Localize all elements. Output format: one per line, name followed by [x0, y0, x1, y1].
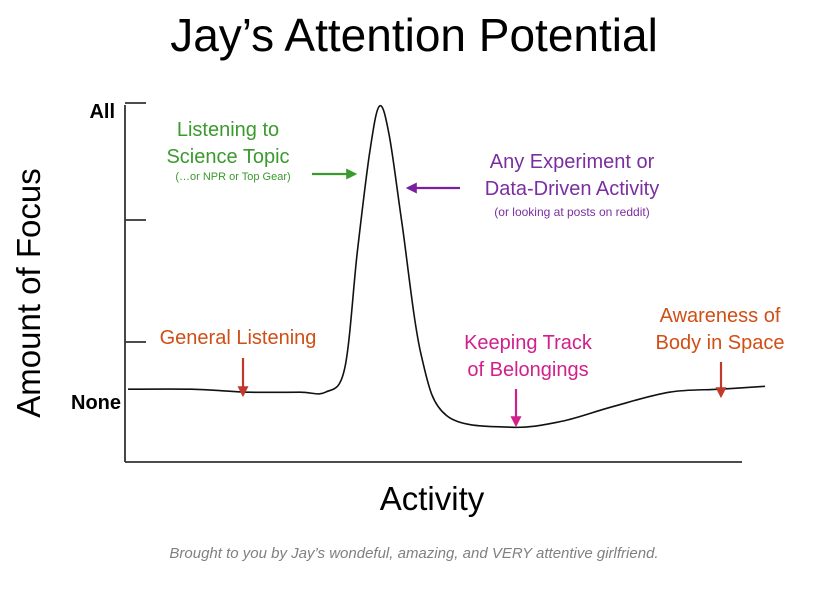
- annotation-awareness: Awareness of Body in Space: [656, 305, 785, 399]
- x-axis-label: Activity: [380, 480, 485, 517]
- annotation-awareness-line1: Awareness of: [660, 305, 781, 327]
- y-tick-label-all: All: [89, 101, 115, 123]
- annotation-general-listening-text: General Listening: [160, 327, 317, 349]
- annotation-belongings-line2: of Belongings: [467, 359, 588, 381]
- chart-title: Jay’s Attention Potential: [170, 9, 658, 61]
- annotation-experiment-line2: Data-Driven Activity: [485, 178, 660, 200]
- annotation-belongings: Keeping Track of Belongings: [464, 332, 593, 428]
- annotation-experiment-note: (or looking at posts on reddit): [494, 205, 649, 219]
- annotation-awareness-line2: Body in Space: [656, 332, 785, 354]
- annotation-experiment: Any Experiment or Data-Driven Activity (…: [405, 151, 660, 219]
- annotation-science-topic: Listening to Science Topic (…or NPR or T…: [166, 119, 358, 183]
- annotation-general-listening: General Listening: [160, 327, 317, 398]
- annotation-experiment-line1: Any Experiment or: [490, 151, 655, 173]
- annotation-science-topic-line1: Listening to: [177, 119, 279, 141]
- focus-curve: [127, 104, 766, 429]
- y-tick-label-none: None: [71, 392, 121, 414]
- annotation-science-topic-line2: Science Topic: [166, 146, 289, 168]
- y-axis-label: Amount of Focus: [10, 168, 47, 417]
- annotation-science-topic-note: (…or NPR or Top Gear): [175, 171, 290, 183]
- annotation-belongings-line1: Keeping Track: [464, 332, 593, 354]
- credit-line: Brought to you by Jay’s wondeful, amazin…: [169, 545, 659, 562]
